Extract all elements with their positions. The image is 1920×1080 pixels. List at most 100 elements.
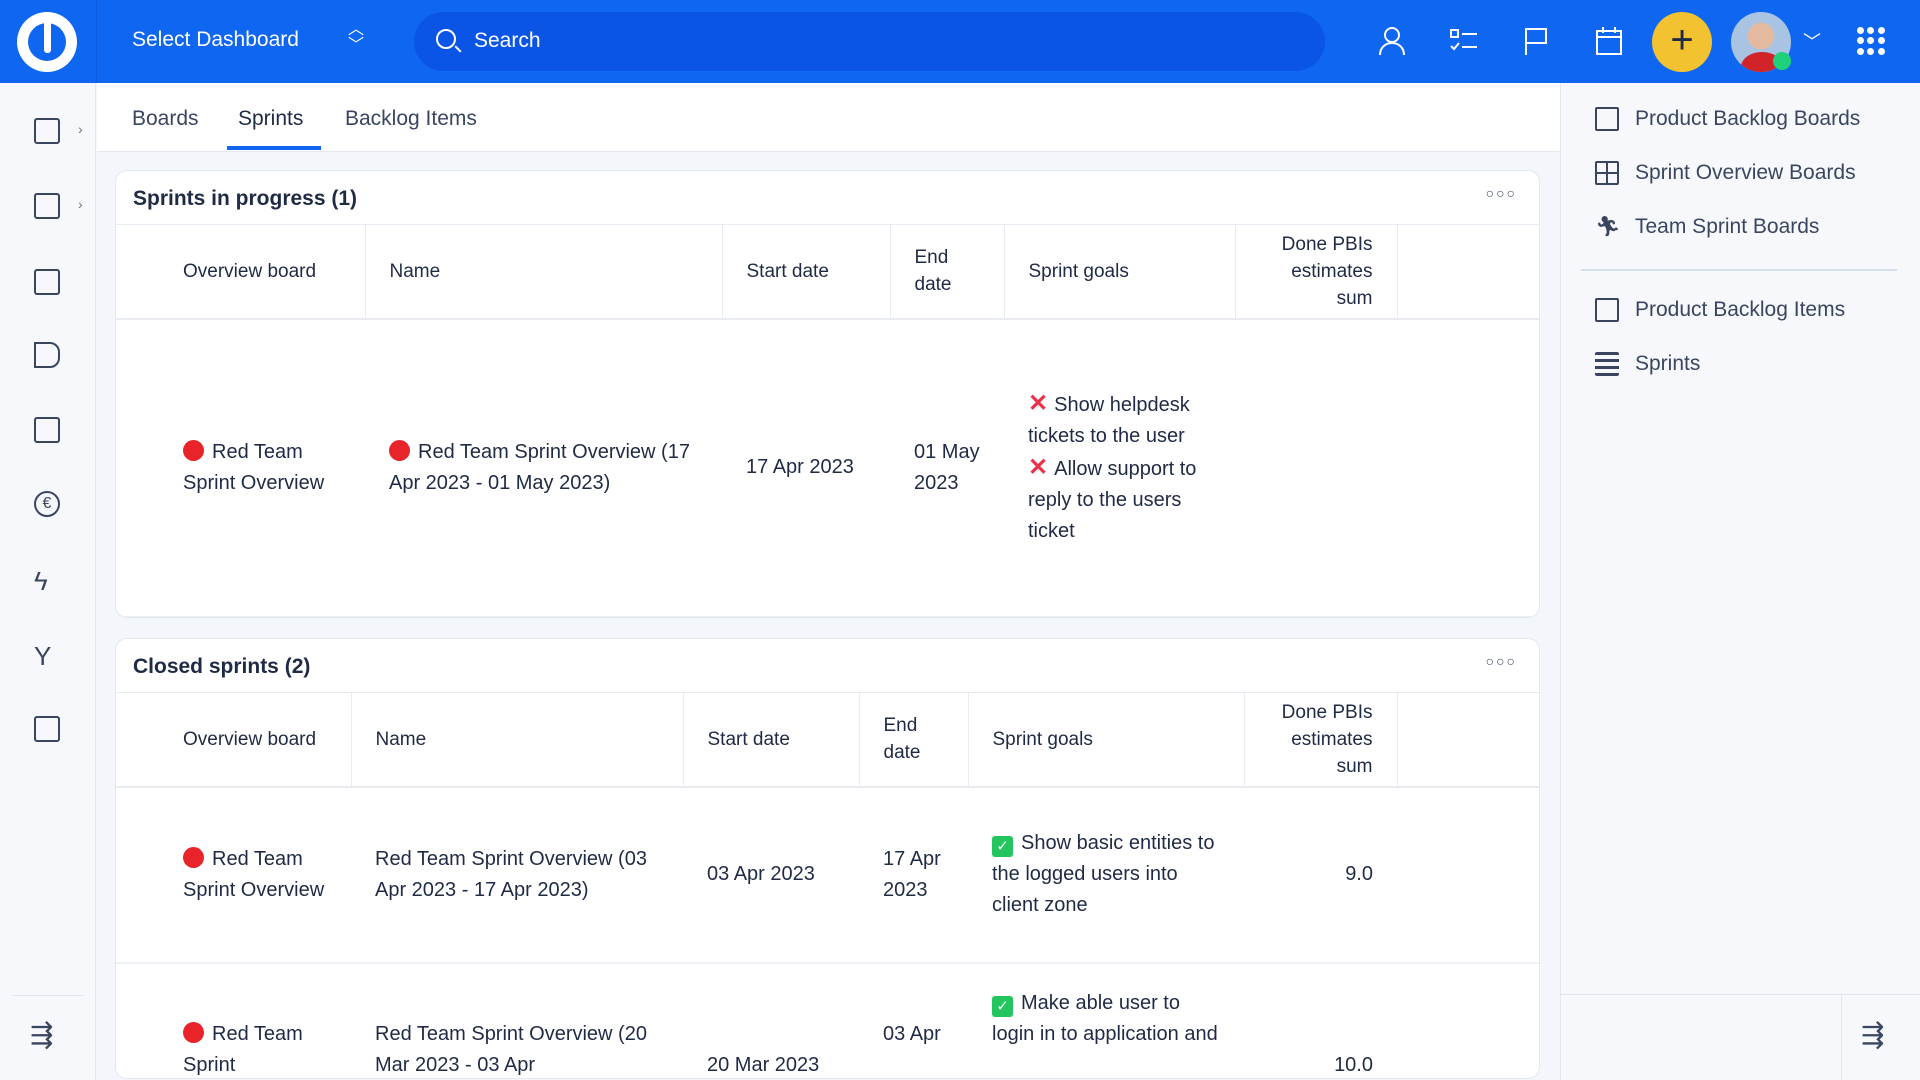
play-flag-icon[interactable] xyxy=(34,342,60,368)
calendar-icon[interactable] xyxy=(1593,25,1625,57)
divider xyxy=(12,995,84,996)
sprint-goal: ✓ Make able user to login in to applicati… xyxy=(992,991,1218,1045)
chevron-up-down-icon[interactable]: ︿ ﹀ xyxy=(347,21,364,54)
table-row[interactable]: Red Team Sprint Overview Red Team Sprint… xyxy=(116,318,1539,617)
tab-sprints[interactable]: Sprints xyxy=(238,107,304,130)
red-status-dot xyxy=(183,846,204,868)
flag-icon[interactable] xyxy=(1520,25,1552,57)
column-header[interactable]: End date xyxy=(859,692,969,788)
done-estimates-sum xyxy=(1235,318,1397,617)
active-tab-indicator xyxy=(227,146,321,150)
sprints-table: Overview board Name Start date End date … xyxy=(116,224,1539,617)
nav-sprints[interactable]: Sprints xyxy=(1595,352,1700,376)
closed-sprints-card: Closed sprints (2) ○○○ Overview board Na… xyxy=(115,638,1540,1079)
cross-icon: ✕ xyxy=(1028,454,1049,481)
column-header[interactable]: Name xyxy=(365,224,723,320)
sprints-in-progress-card: Sprints in progress (1) ○○○ Overview boa… xyxy=(115,170,1540,618)
tab-backlog-items[interactable]: Backlog Items xyxy=(345,107,477,130)
column-header[interactable]: End date xyxy=(890,224,1005,320)
more-options-icon[interactable]: ○○○ xyxy=(1485,185,1517,201)
start-date: 17 Apr 2023 xyxy=(722,318,890,617)
column-header[interactable]: Sprint goals xyxy=(1004,224,1236,320)
red-status-dot xyxy=(183,439,204,461)
search-icon xyxy=(436,29,456,49)
table-header-row: Overview board Name Start date End date … xyxy=(116,224,1539,320)
tab-bar: Boards Sprints Backlog Items xyxy=(97,83,1560,152)
sprint-name-link[interactable]: Red Team Sprint Overview (20 Mar 2023 - … xyxy=(375,1022,647,1076)
search-input[interactable] xyxy=(474,24,1274,58)
chevron-right-icon[interactable]: › xyxy=(78,121,83,137)
start-date: 20 Mar 2023 xyxy=(707,1053,820,1076)
chart-box-icon[interactable] xyxy=(34,716,60,742)
boards-icon[interactable] xyxy=(34,118,60,144)
cross-icon: ✕ xyxy=(1028,390,1049,417)
left-sidebar: › › € ϟ Y ⇶ xyxy=(0,83,96,1080)
overview-board-link[interactable]: Red Team Sprint xyxy=(183,1022,303,1076)
search-bar[interactable] xyxy=(414,12,1325,71)
end-date: 01 May 2023 xyxy=(890,318,1004,617)
column-header[interactable]: Done PBIs estimates sum xyxy=(1244,692,1398,788)
table-header-row: Overview board Name Start date End date … xyxy=(116,692,1539,788)
sprint-name-link[interactable]: Red Team Sprint Overview (17 Apr 2023 - … xyxy=(389,440,690,494)
sprint-name-link[interactable]: Red Team Sprint Overview (03 Apr 2023 - … xyxy=(351,786,683,964)
list-tree-icon[interactable] xyxy=(34,193,60,219)
nav-product-backlog-items[interactable]: Product Backlog Items xyxy=(1595,298,1845,322)
overview-board-link[interactable]: Red Team Sprint Overview xyxy=(183,440,325,494)
right-panel: Product Backlog Boards Sprint Overview B… xyxy=(1560,83,1920,1080)
add-button[interactable]: + xyxy=(1652,12,1712,72)
done-estimates-sum: 10.0 xyxy=(1334,1053,1373,1076)
chevron-right-icon[interactable]: › xyxy=(78,196,83,212)
boards-icon xyxy=(1595,107,1619,131)
collapse-menu-icon[interactable]: ⇶ xyxy=(30,1019,54,1050)
divider xyxy=(96,0,97,83)
checkbox-checked-icon: ✓ xyxy=(992,836,1013,857)
end-date: 03 Apr xyxy=(883,1022,941,1045)
dashboard-icon[interactable] xyxy=(34,417,60,443)
calendar-board-icon[interactable] xyxy=(34,269,60,295)
divider xyxy=(1841,994,1842,1080)
euro-icon[interactable]: € xyxy=(34,491,60,517)
user-icon[interactable] xyxy=(1376,25,1408,57)
red-status-dot xyxy=(183,1021,204,1043)
column-header[interactable]: Start date xyxy=(683,692,860,788)
nav-product-backlog-boards[interactable]: Product Backlog Boards xyxy=(1595,107,1860,131)
avatar[interactable] xyxy=(1731,12,1791,72)
section-title: Sprints in progress (1) xyxy=(133,187,358,210)
tab-boards[interactable]: Boards xyxy=(132,107,199,130)
top-bar: Select Dashboard ︿﹀ + ﹀ xyxy=(0,0,1920,83)
online-status-dot xyxy=(1773,52,1791,70)
apps-grid-icon[interactable] xyxy=(1857,27,1885,55)
table-row[interactable]: Red Team Sprint Overview Red Team Sprint… xyxy=(116,786,1539,964)
overview-board-link[interactable]: Red Team Sprint Overview xyxy=(183,847,325,901)
checkbox-checked-icon: ✓ xyxy=(992,995,1013,1017)
column-header[interactable]: Start date xyxy=(722,224,891,320)
documents-icon xyxy=(1595,298,1619,322)
chevron-down-icon[interactable]: ﹀ xyxy=(1803,32,1821,52)
nav-team-sprint-boards[interactable]: 🏃︎ Team Sprint Boards xyxy=(1595,215,1820,238)
done-estimates-sum: 9.0 xyxy=(1244,786,1397,964)
column-header[interactable]: Name xyxy=(351,692,684,788)
running-icon: 🏃︎ xyxy=(1595,216,1621,238)
list-icon xyxy=(1595,352,1619,376)
checklist-icon[interactable] xyxy=(1448,25,1480,57)
table-row[interactable]: Red Team Sprint Red Team Sprint Overview… xyxy=(116,963,1539,1079)
branch-icon[interactable]: Y xyxy=(34,641,52,671)
app-logo[interactable] xyxy=(17,12,77,72)
column-header[interactable]: Overview board xyxy=(116,224,366,320)
collapse-panel-icon[interactable]: ⇶ xyxy=(1861,1019,1885,1050)
sprint-goal: ✓ Show basic entities to the logged users… xyxy=(992,832,1215,916)
column-header[interactable]: Overview board xyxy=(116,692,352,788)
column-header[interactable]: Sprint goals xyxy=(968,692,1245,788)
lightning-icon[interactable]: ϟ xyxy=(34,566,48,596)
divider xyxy=(1561,994,1920,995)
nav-sprint-overview-boards[interactable]: Sprint Overview Boards xyxy=(1595,161,1856,185)
more-options-icon[interactable]: ○○○ xyxy=(1485,653,1517,669)
divider xyxy=(1581,269,1897,271)
select-dashboard[interactable]: Select Dashboard xyxy=(132,28,299,51)
sprint-goal: ✕ Allow support to reply to the users tic… xyxy=(1028,454,1197,542)
red-status-dot xyxy=(389,439,410,461)
sprints-table: Overview board Name Start date End date … xyxy=(116,692,1539,1079)
section-title: Closed sprints (2) xyxy=(133,655,311,678)
column-header[interactable]: Done PBIs estimates sum xyxy=(1235,224,1398,320)
sprint-goal: ✕ Show helpdesk tickets to the user xyxy=(1028,390,1190,447)
